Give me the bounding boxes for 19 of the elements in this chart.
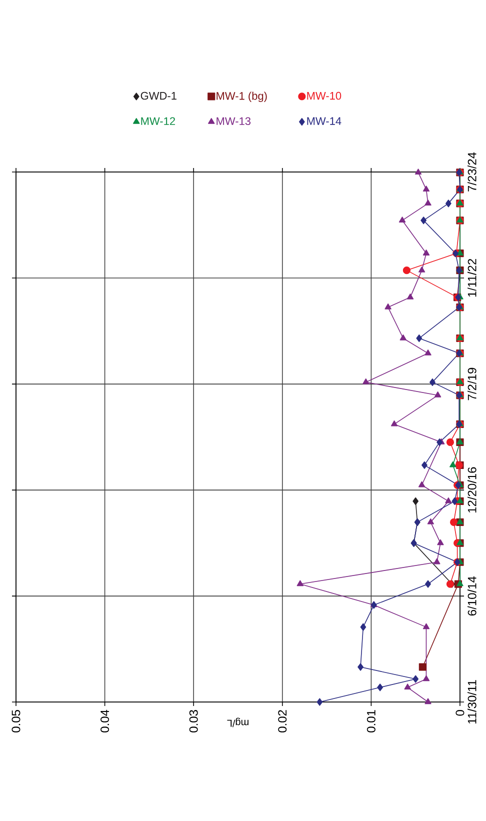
x-tick-label: 0 [456,710,464,716]
x-tick-label: 0.02 [278,710,287,732]
y-tick-label: 1/11/22 [468,259,476,297]
y-tick-label: 11/30/11 [468,680,476,724]
x-tick-label: 0.05 [12,710,20,732]
legend-label: MW-12 [141,117,175,125]
x-tick-label: 0.01 [366,710,376,732]
legend-label: MW-14 [307,117,342,125]
legend-label: MW-10 [307,92,342,100]
y-tick-label: 12/20/16 [468,467,476,513]
y-tick-label: 7/23/24 [468,152,476,192]
x-axis-title: mg/L [227,718,248,728]
y-tick-label: 6/10/14 [468,576,476,616]
y-tick-label: 7/2/19 [468,368,476,400]
x-tick-label: 0.03 [189,710,198,732]
legend-label: GWD-1 [140,92,176,100]
legend-label: MW-1 (bg) [216,92,267,102]
legend-label: MW-13 [216,117,251,126]
x-tick-label: 0.04 [100,710,110,732]
